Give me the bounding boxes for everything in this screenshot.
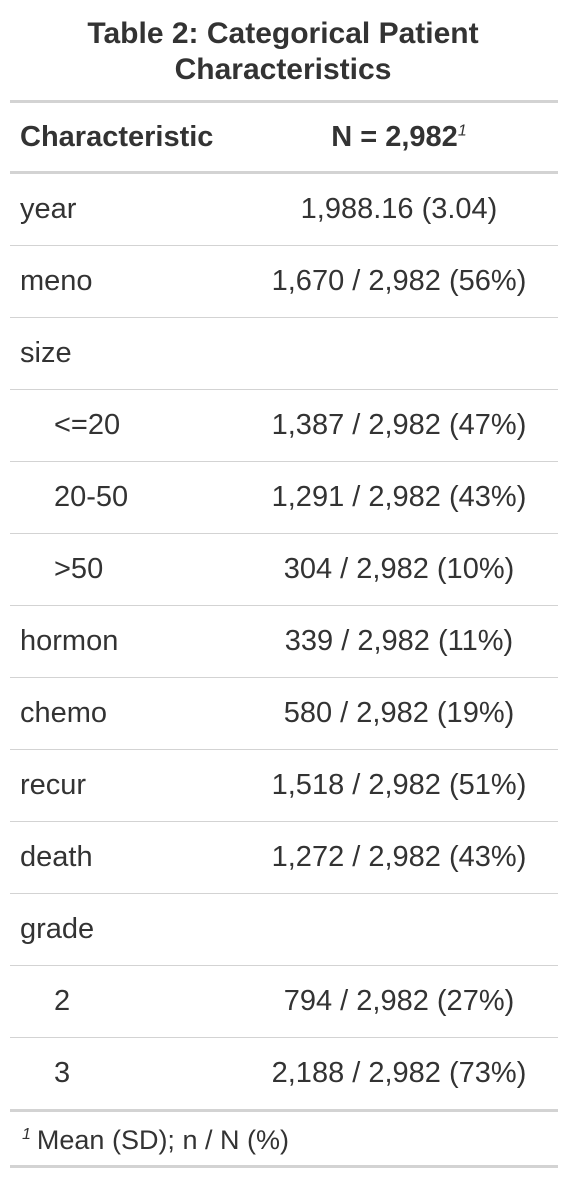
row-label: size [10, 317, 240, 390]
table-row: 20-50 1,291 / 2,982 (43%) [10, 461, 558, 534]
row-value [240, 893, 558, 966]
row-label: recur [10, 749, 240, 822]
row-value: 1,988.16 (3.04) [240, 172, 558, 246]
row-value [240, 317, 558, 390]
row-label: 20-50 [10, 461, 240, 534]
table-row: >50 304 / 2,982 (10%) [10, 533, 558, 606]
row-value: 1,518 / 2,982 (51%) [240, 749, 558, 822]
table-title: Table 2: Categorical Patient Characteris… [87, 17, 479, 86]
row-value: 1,670 / 2,982 (56%) [240, 245, 558, 318]
footnote-mark: 1 [22, 1126, 31, 1143]
header-row: Characteristic N = 2,9821 [10, 100, 558, 174]
row-label: hormon [10, 605, 240, 678]
column-header-n: N = 2,9821 [240, 100, 558, 174]
row-value: 794 / 2,982 (27%) [240, 965, 558, 1038]
row-label: 3 [10, 1037, 240, 1112]
row-value: 1,291 / 2,982 (43%) [240, 461, 558, 534]
column-header-characteristic: Characteristic [10, 100, 240, 174]
table-row: year 1,988.16 (3.04) [10, 172, 558, 246]
row-value: 1,272 / 2,982 (43%) [240, 821, 558, 894]
table-row: 2 794 / 2,982 (27%) [10, 965, 558, 1038]
row-label: >50 [10, 533, 240, 606]
header-footnote-mark: 1 [457, 121, 467, 139]
row-label: <=20 [10, 389, 240, 462]
characteristics-table: Characteristic N = 2,9821 year 1,988.16 … [10, 100, 558, 1112]
table-row: hormon 339 / 2,982 (11%) [10, 605, 558, 678]
table-row: grade [10, 893, 558, 966]
row-label: meno [10, 245, 240, 318]
table-row: meno 1,670 / 2,982 (56%) [10, 245, 558, 318]
row-label: year [10, 172, 240, 246]
table-row: chemo 580 / 2,982 (19%) [10, 677, 558, 750]
table-footnote: 1 Mean (SD); n / N (%) [10, 1112, 558, 1168]
table-row: recur 1,518 / 2,982 (51%) [10, 749, 558, 822]
footnote-text: Mean (SD); n / N (%) [36, 1125, 289, 1155]
row-label: death [10, 821, 240, 894]
row-value: 339 / 2,982 (11%) [240, 605, 558, 678]
row-label: chemo [10, 677, 240, 750]
row-value: 2,188 / 2,982 (73%) [240, 1037, 558, 1112]
table-row: size [10, 317, 558, 390]
column-header-n-text: N = 2,982 [331, 120, 458, 153]
row-value: 580 / 2,982 (19%) [240, 677, 558, 750]
table-row: <=20 1,387 / 2,982 (47%) [10, 389, 558, 462]
table-row: 3 2,188 / 2,982 (73%) [10, 1037, 558, 1112]
row-label: grade [10, 893, 240, 966]
table-row: death 1,272 / 2,982 (43%) [10, 821, 558, 894]
row-value: 304 / 2,982 (10%) [240, 533, 558, 606]
row-label: 2 [10, 965, 240, 1038]
row-value: 1,387 / 2,982 (47%) [240, 389, 558, 462]
